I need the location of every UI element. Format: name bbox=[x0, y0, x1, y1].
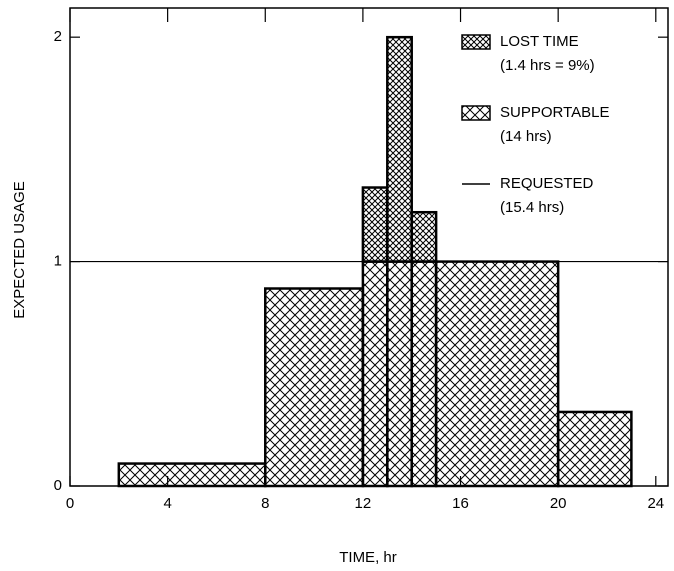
bar bbox=[434, 260, 560, 488]
x-tick-label: 24 bbox=[647, 495, 664, 512]
bar bbox=[361, 260, 389, 488]
legend-detail: (15.4 hrs) bbox=[500, 199, 564, 216]
x-tick-label: 0 bbox=[66, 495, 74, 512]
legend-detail: (1.4 hrs = 9%) bbox=[500, 57, 595, 74]
y-tick-label: 2 bbox=[54, 28, 62, 45]
legend-swatch bbox=[461, 105, 491, 121]
legend-label: LOST TIME bbox=[500, 33, 579, 50]
bar bbox=[410, 210, 438, 263]
x-axis-title: TIME, hr bbox=[339, 549, 397, 566]
bar bbox=[386, 35, 413, 263]
x-tick-label: 4 bbox=[163, 495, 171, 512]
legend-detail: (14 hrs) bbox=[500, 128, 552, 145]
y-tick-label: 0 bbox=[54, 477, 62, 494]
bar bbox=[264, 287, 365, 488]
bar bbox=[361, 186, 389, 263]
legend-label: REQUESTED bbox=[500, 175, 594, 192]
y-tick-label: 1 bbox=[54, 253, 62, 270]
plot-frame bbox=[69, 7, 669, 487]
x-tick-label: 8 bbox=[261, 495, 269, 512]
x-tick-label: 20 bbox=[550, 495, 567, 512]
bar bbox=[386, 260, 413, 488]
bar bbox=[410, 260, 438, 488]
legend-label: SUPPORTABLE bbox=[500, 104, 609, 121]
bar bbox=[117, 462, 267, 488]
x-tick-label: 16 bbox=[452, 495, 469, 512]
legend-swatch bbox=[461, 34, 491, 50]
x-tick-label: 12 bbox=[355, 495, 372, 512]
y-axis-title: EXPECTED USAGE bbox=[11, 181, 28, 319]
bar bbox=[556, 410, 633, 488]
